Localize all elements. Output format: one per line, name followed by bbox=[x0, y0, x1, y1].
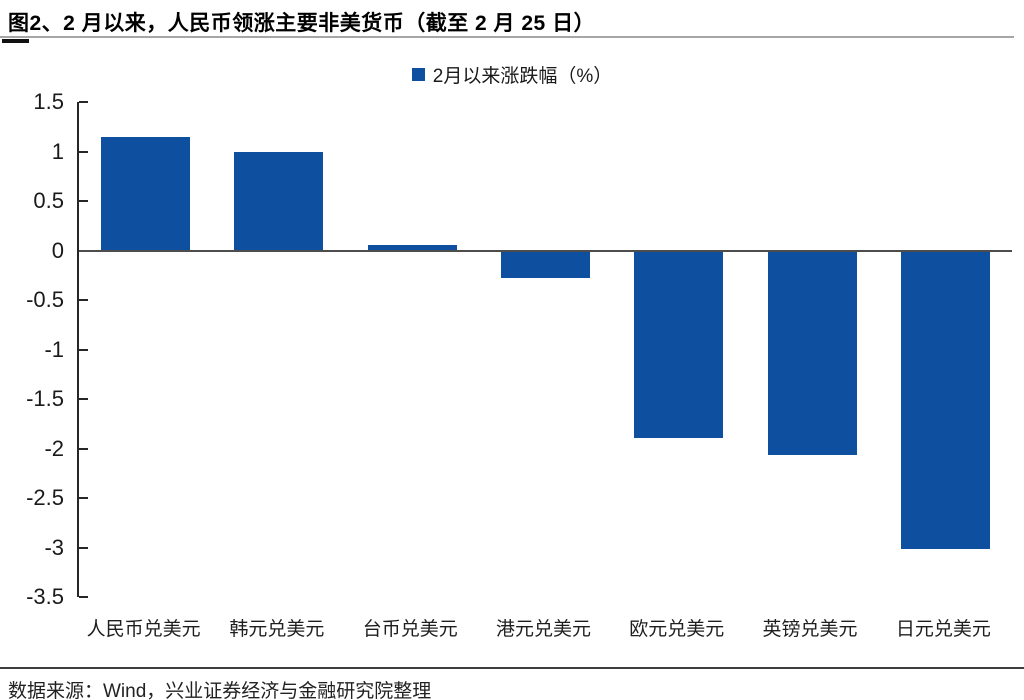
legend-label: 2月以来涨跌幅（%） bbox=[432, 66, 613, 87]
chart-legend: 2月以来涨跌幅（%） bbox=[0, 61, 1024, 88]
y-tick-label: -3 bbox=[44, 534, 64, 560]
y-tick-label: -1 bbox=[44, 336, 64, 362]
x-category-label: 港元兑美元 bbox=[495, 619, 591, 640]
y-tick-label: -0.5 bbox=[26, 287, 64, 312]
bar bbox=[101, 136, 191, 251]
bar bbox=[767, 251, 857, 456]
y-tick bbox=[79, 299, 88, 301]
y-tick-label: 0 bbox=[51, 237, 64, 263]
x-category-label: 日元兑美元 bbox=[895, 619, 991, 640]
bar bbox=[234, 151, 324, 251]
y-tick bbox=[79, 150, 88, 153]
x-category-label: 英镑兑美元 bbox=[762, 619, 858, 640]
y-tick-label: -1.5 bbox=[26, 386, 64, 411]
y-tick bbox=[79, 546, 88, 549]
x-category-label: 韩元兑美元 bbox=[229, 619, 325, 640]
figure-title: 图2、2 月以来，人民币领涨主要非美货币（截至 2 月 25 日） bbox=[8, 12, 596, 35]
bar bbox=[900, 251, 990, 550]
bar bbox=[501, 251, 590, 279]
y-tick bbox=[79, 497, 88, 499]
zero-axis-line bbox=[79, 249, 1012, 252]
title-rule-accent bbox=[2, 39, 29, 43]
x-axis-labels: 人民币兑美元 韩元兑美元 台币兑美元 港元兑美元 欧元兑美元 英镑兑美元 日元兑美元 bbox=[77, 614, 1010, 640]
x-category-label: 人民币兑美元 bbox=[86, 619, 201, 640]
x-category-label: 台币兑美元 bbox=[362, 619, 458, 640]
y-tick bbox=[79, 398, 88, 400]
y-tick-label: -2 bbox=[44, 435, 64, 461]
y-tick-label: -2.5 bbox=[26, 485, 64, 510]
y-tick bbox=[79, 447, 88, 450]
y-tick-label: 1.5 bbox=[33, 89, 64, 114]
plot-area bbox=[77, 101, 1012, 598]
data-source: 数据来源：Wind，兴业证券经济与金融研究院整理 bbox=[8, 681, 432, 700]
bar bbox=[367, 244, 457, 251]
legend-swatch-icon bbox=[411, 68, 425, 81]
y-tick bbox=[79, 101, 88, 103]
y-tick-label: 0.5 bbox=[33, 188, 64, 213]
y-axis-labels: 1.5 1 0.5 0 -0.5 -1 -1.5 -2 -2.5 -3 -3.5 bbox=[0, 91, 64, 608]
footer-rule bbox=[0, 667, 1024, 669]
y-tick bbox=[79, 348, 88, 351]
y-tick bbox=[79, 596, 88, 598]
y-tick bbox=[79, 200, 88, 202]
x-category-label: 欧元兑美元 bbox=[629, 619, 725, 640]
title-rule bbox=[0, 36, 1014, 38]
y-tick-label: -3.5 bbox=[26, 584, 64, 609]
y-tick-label: 1 bbox=[51, 138, 64, 164]
bar bbox=[634, 251, 724, 438]
